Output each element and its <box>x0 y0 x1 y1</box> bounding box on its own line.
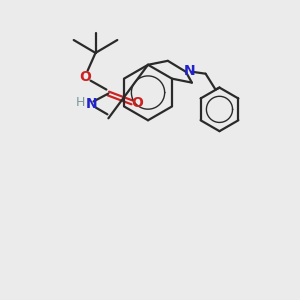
Text: N: N <box>184 64 196 78</box>
Text: O: O <box>80 70 92 84</box>
Text: H: H <box>76 96 85 109</box>
Text: N: N <box>86 98 98 111</box>
Text: O: O <box>131 96 143 110</box>
